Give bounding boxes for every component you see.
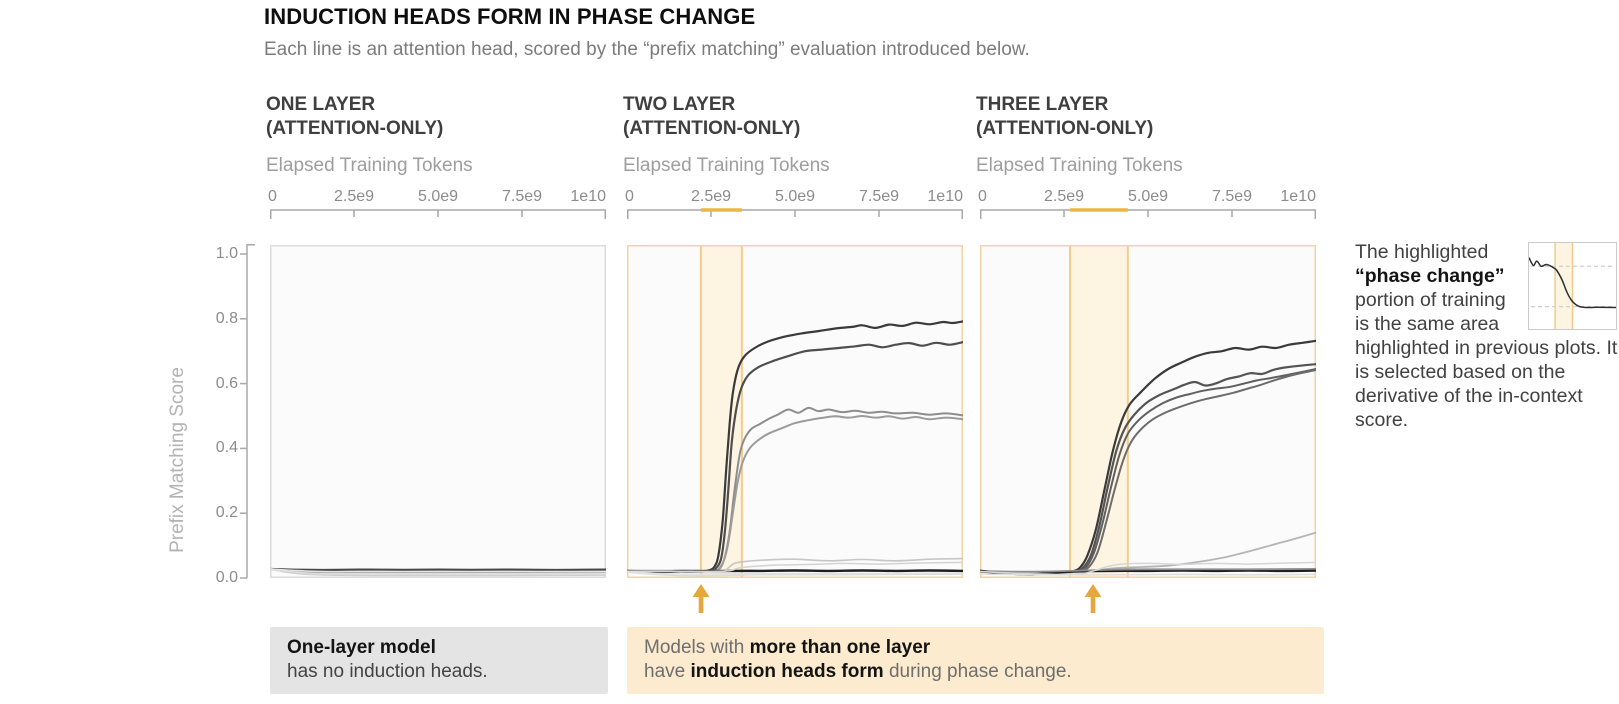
attention-head-line-head-light-3 <box>627 571 963 577</box>
chart-title-line1: TWO LAYER <box>623 94 736 115</box>
x-tick-label: 2.5e9 <box>333 188 375 205</box>
caption-bold: induction heads form <box>690 661 884 682</box>
chart-title-line2: (ATTENTION-ONLY) <box>266 118 444 139</box>
x-tick-label: 7.5e9 <box>858 188 900 205</box>
caption-text: during phase change. <box>883 661 1072 682</box>
caption-bold: more than one layer <box>749 637 931 658</box>
plot-area <box>627 245 963 578</box>
attention-head-line-head-light-1 <box>980 561 1316 576</box>
x-tick-label: 1e10 <box>1280 188 1316 205</box>
attention-head-line-induction-head-4 <box>627 414 963 572</box>
x-axis-line <box>627 208 963 219</box>
phase-change-note: The highlighted “phase change” portion o… <box>1355 240 1619 432</box>
attention-head-line-induction-head-2 <box>627 341 963 573</box>
y-tick-label: 0.2 <box>215 504 238 522</box>
attention-head-line-induction-head-3 <box>980 368 1316 574</box>
chart-title-line2: (ATTENTION-ONLY) <box>623 118 801 139</box>
x-axis-label: Elapsed Training Tokens <box>623 155 830 176</box>
note-text-2: portion of training is the same area hig… <box>1355 289 1618 431</box>
chart-title-line1: THREE LAYER <box>976 94 1109 115</box>
page-title: INDUCTION HEADS FORM IN PHASE CHANGE <box>264 4 756 29</box>
chart-title-line2: (ATTENTION-ONLY) <box>976 118 1154 139</box>
x-tick-label: 0 <box>625 188 634 205</box>
caption-text: have <box>644 661 691 682</box>
x-tick-label: 0 <box>978 188 987 205</box>
note-text-1: The highlighted <box>1355 241 1489 263</box>
y-tick-label: 0.4 <box>215 439 238 457</box>
note-text-bold: “phase change” <box>1355 265 1505 287</box>
up-arrow-icon <box>1084 584 1102 613</box>
plot-area <box>980 245 1316 578</box>
inset-chart <box>1528 242 1617 330</box>
in-context-score-inset <box>1528 242 1617 330</box>
plot-area <box>270 245 606 578</box>
x-axis-tick-labels: 0 2.5e9 5.0e9 7.5e9 1e10 <box>268 188 606 206</box>
x-axis-line <box>270 209 606 219</box>
x-tick-label: 7.5e9 <box>501 188 543 205</box>
x-tick-label: 5.0e9 <box>1127 188 1169 205</box>
up-arrow-icon <box>692 584 710 613</box>
caption-text: Models with <box>644 637 750 658</box>
chart-header: THREE LAYER (ATTENTION-ONLY) <box>976 93 1153 141</box>
caption-bold: One-layer model <box>287 637 436 658</box>
multi-layer-caption: Models with more than one layer have ind… <box>627 627 1324 694</box>
x-axis-tick-labels: 0 2.5e9 5.0e9 7.5e9 1e10 <box>978 188 1316 206</box>
x-tick-label: 2.5e9 <box>1043 188 1085 205</box>
chart-one-layer: ONE LAYER (ATTENTION-ONLY) Elapsed Train… <box>266 93 606 585</box>
caption-text: has no induction heads. <box>287 661 488 682</box>
chart-two-layer: TWO LAYER (ATTENTION-ONLY) Elapsed Train… <box>623 93 963 585</box>
one-layer-caption: One-layer model has no induction heads. <box>270 627 608 694</box>
y-tick-label: 1.0 <box>215 245 238 262</box>
x-axis-line <box>980 208 1316 219</box>
chart-three-layer: THREE LAYER (ATTENTION-ONLY) Elapsed Tra… <box>976 93 1316 585</box>
attention-head-line-head-light-4 <box>627 570 963 575</box>
attention-head-line-induction-head-4 <box>980 369 1316 574</box>
x-axis-tick-labels: 0 2.5e9 5.0e9 7.5e9 1e10 <box>625 188 963 206</box>
attention-head-line-induction-head-1 <box>627 320 963 573</box>
x-axis-label: Elapsed Training Tokens <box>266 155 473 176</box>
chart-header: TWO LAYER (ATTENTION-ONLY) <box>623 93 800 141</box>
x-axis-label: Elapsed Training Tokens <box>976 155 1183 176</box>
x-tick-label: 1e10 <box>927 188 963 205</box>
x-tick-label: 1e10 <box>570 188 606 205</box>
y-tick-label: 0.0 <box>215 569 238 586</box>
attention-head-line-head-dark-flat <box>270 567 606 572</box>
attention-head-line-head-faint-3 <box>270 568 606 573</box>
attention-head-line-head-faint-2 <box>270 568 606 575</box>
x-tick-label: 0 <box>268 188 277 205</box>
x-tick-label: 2.5e9 <box>690 188 732 205</box>
chart-title-line1: ONE LAYER <box>266 94 376 115</box>
y-tick-label: 0.6 <box>215 374 238 392</box>
attention-head-line-head-faint-1 <box>270 568 606 577</box>
attention-head-line-head-gray-flat <box>980 568 1316 573</box>
attention-head-line-head-light-2 <box>980 573 1316 576</box>
x-tick-label: 5.0e9 <box>774 188 816 205</box>
page-subtitle: Each line is an attention head, scored b… <box>264 39 1030 60</box>
attention-head-line-induction-head-2 <box>980 363 1316 574</box>
y-tick-label: 0.8 <box>215 309 238 327</box>
y-axis-label: Prefix Matching Score <box>167 367 188 553</box>
x-tick-label: 5.0e9 <box>417 188 459 205</box>
attention-head-line-head-light-2 <box>627 561 963 573</box>
x-tick-label: 7.5e9 <box>1211 188 1253 205</box>
chart-header: ONE LAYER (ATTENTION-ONLY) <box>266 93 443 141</box>
y-axis-line <box>240 244 255 579</box>
